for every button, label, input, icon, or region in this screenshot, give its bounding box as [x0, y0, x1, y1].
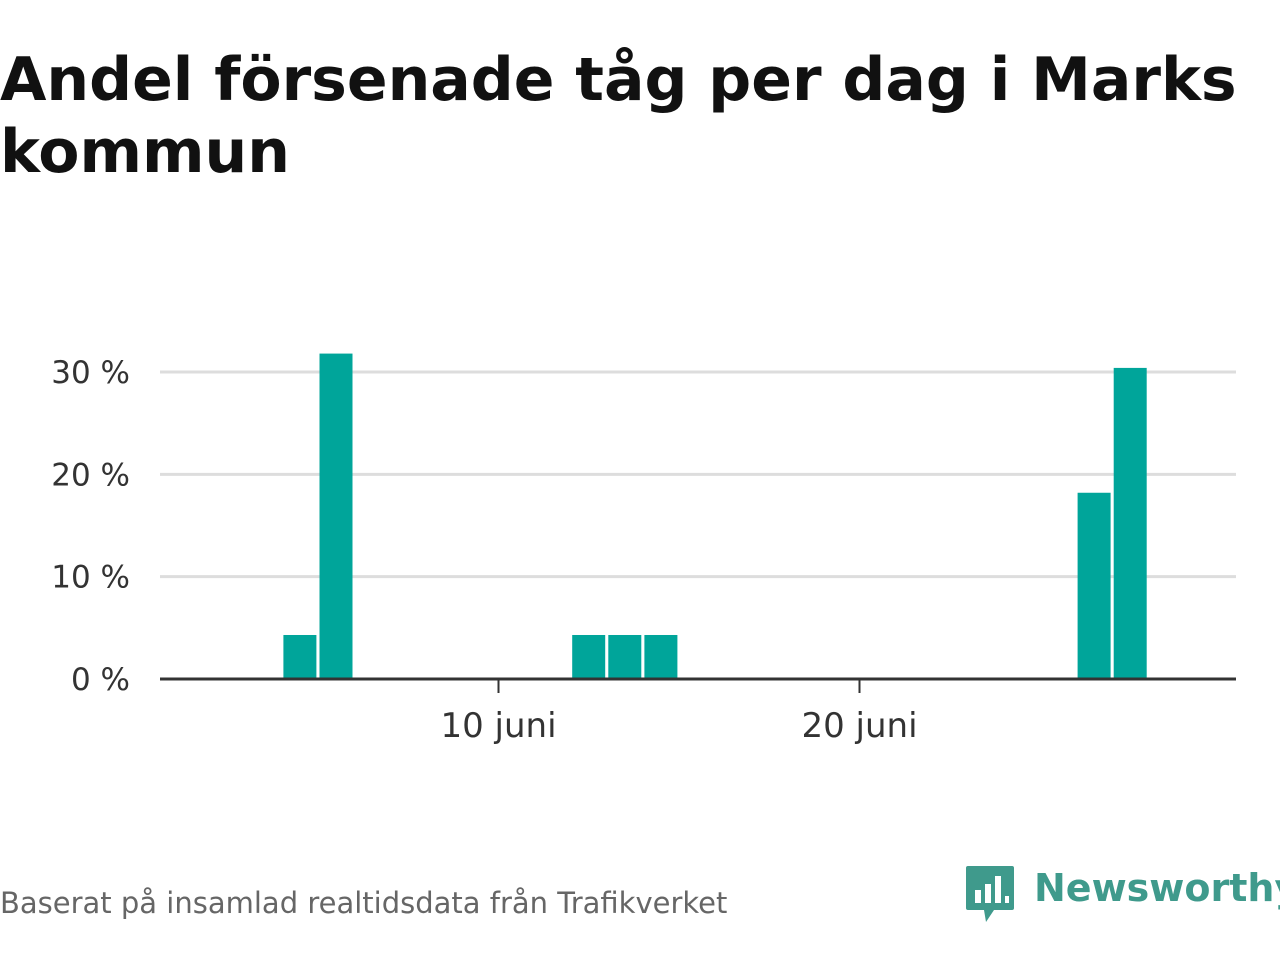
bar	[283, 634, 317, 679]
y-tick-label: 20 %	[51, 457, 130, 493]
y-axis-labels: 0 % 10 % 20 % 30 %	[51, 355, 130, 698]
bar-chart: 0 % 10 % 20 % 30 % 10 juni 20 juni	[51, 353, 1236, 746]
bar-chart-speech-bubble-icon	[966, 866, 1014, 922]
y-tick-label: 30 %	[51, 355, 130, 391]
x-axis-labels: 10 juni 20 juni	[440, 706, 917, 746]
newsworthy-logo[interactable]: Newsworthy	[964, 864, 1280, 928]
bar	[644, 634, 678, 679]
x-tick-label: 20 juni	[801, 706, 917, 746]
chart-title: Andel försenade tåg per dag i Marks komm…	[0, 45, 1237, 187]
y-tick-label: 10 %	[51, 560, 130, 596]
source-note: Baserat på insamlad realtidsdata från Tr…	[0, 886, 728, 920]
x-tick-label: 10 juni	[440, 706, 556, 746]
bar	[1113, 367, 1147, 679]
bars	[283, 353, 1147, 679]
bar	[608, 634, 642, 679]
brand-name: Newsworthy	[1034, 866, 1280, 910]
bar	[319, 353, 353, 679]
x-axis	[160, 677, 1236, 693]
y-tick-label: 0 %	[71, 662, 130, 698]
bar	[1077, 492, 1111, 679]
bar	[572, 634, 606, 679]
